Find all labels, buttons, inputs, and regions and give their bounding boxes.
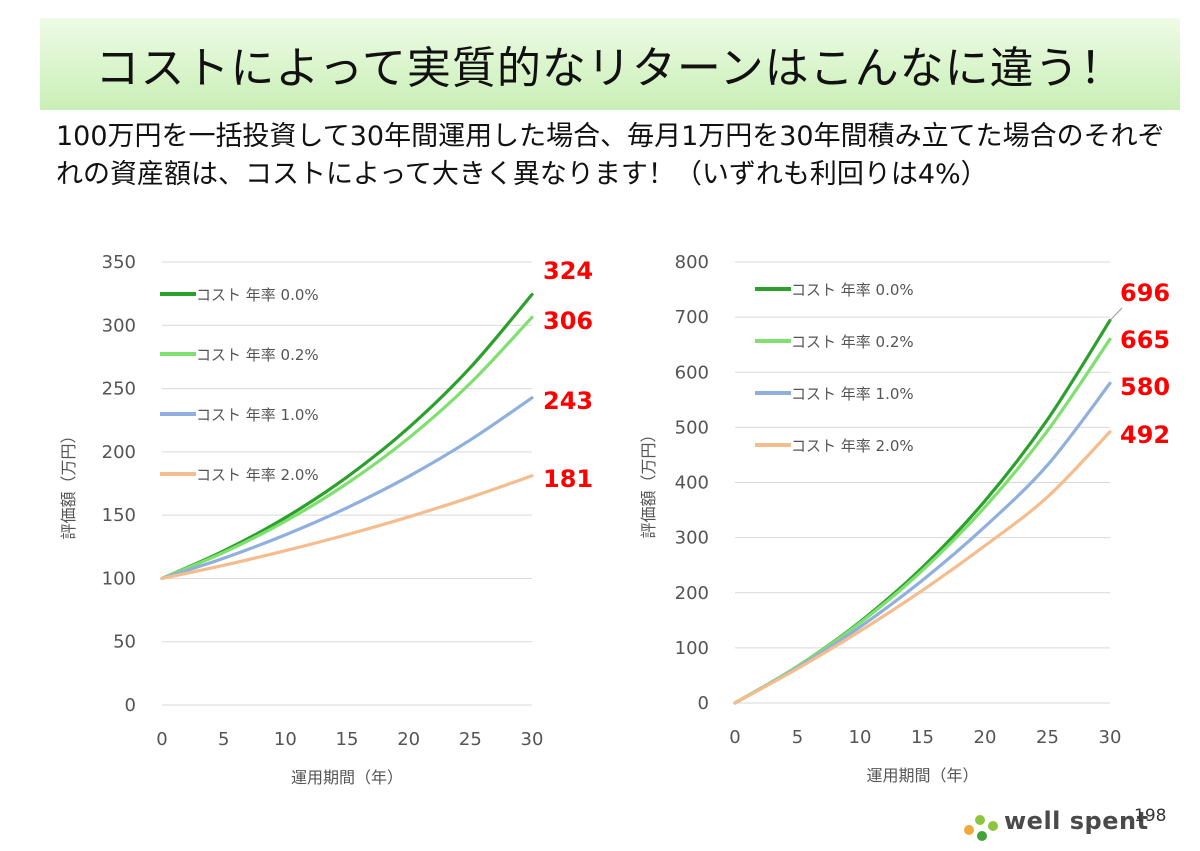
y-axis-title: 評価額（万円） [59, 427, 78, 539]
end-value-label: 306 [543, 307, 593, 335]
series-line [160, 474, 534, 581]
x-axis-title: 運用期間（年） [291, 768, 403, 787]
logo-text: well spent [1004, 807, 1149, 835]
end-value-label: 492 [1120, 421, 1170, 449]
page-number: 198 [1134, 806, 1167, 826]
y-axis-title: 評価額（万円） [639, 426, 658, 538]
x-tick-label: 20 [397, 729, 420, 750]
y-tick-label: 0 [125, 695, 136, 716]
y-tick-label: 100 [675, 638, 709, 659]
legend-label: コスト 年率 2.0% [791, 437, 914, 455]
y-tick-label: 400 [675, 473, 709, 494]
y-tick-label: 300 [102, 315, 136, 336]
x-tick-label: 30 [1099, 727, 1122, 748]
x-tick-label: 15 [336, 729, 359, 750]
x-tick-label: 25 [1036, 727, 1059, 748]
y-tick-label: 800 [675, 252, 709, 273]
title-band: コストによって実質的なリターンはこんなに違う！ [40, 18, 1180, 110]
y-tick-label: 50 [113, 632, 136, 653]
end-value-label: 696 [1120, 279, 1170, 307]
x-tick-label: 30 [521, 729, 544, 750]
slide-subtitle: 100万円を一括投資して30年間運用した場合、毎月1万円を30年間積み立てた場合… [56, 121, 1165, 190]
well-spent-logo-icon [964, 815, 998, 841]
x-tick-label: 0 [729, 727, 740, 748]
x-tick-label: 5 [792, 727, 803, 748]
y-tick-label: 0 [698, 693, 709, 714]
series-line [733, 430, 1112, 705]
x-tick-label: 0 [156, 729, 167, 750]
y-tick-label: 150 [102, 505, 136, 526]
end-value-label: 324 [543, 257, 593, 285]
y-tick-label: 100 [102, 568, 136, 589]
end-value-label: 580 [1120, 373, 1170, 401]
end-value-label: 181 [543, 465, 593, 493]
y-tick-label: 350 [102, 252, 136, 273]
y-tick-label: 200 [102, 442, 136, 463]
x-tick-label: 15 [911, 727, 934, 748]
series-line [733, 318, 1112, 705]
end-value-label: 665 [1120, 326, 1170, 354]
x-tick-label: 5 [218, 729, 229, 750]
series-line [160, 315, 534, 581]
y-tick-label: 200 [675, 583, 709, 604]
monthly-savings-chart: 0 100 200 300 400 500 600 700 800 0 5 10 15 20 25 30 運用期… [639, 252, 1170, 785]
x-tick-label: 25 [459, 729, 482, 750]
series-line [733, 381, 1112, 705]
y-tick-label: 250 [102, 379, 136, 400]
x-tick-label: 10 [849, 727, 872, 748]
x-axis-title: 運用期間（年） [866, 766, 978, 785]
lump-sum-chart: 0 50 100 150 200 250 300 350 0 5 10 15 20 25 30 運用期間（年）… [59, 252, 593, 787]
end-value-label: 243 [543, 387, 593, 415]
y-tick-label: 600 [675, 362, 709, 383]
y-tick-label: 700 [675, 307, 709, 328]
x-tick-label: 20 [974, 727, 997, 748]
series-line [160, 396, 534, 581]
x-tick-label: 10 [274, 729, 297, 750]
legend-label: コスト 年率 1.0% [791, 385, 914, 403]
label-leader-line [1109, 307, 1123, 321]
legend-label: コスト 年率 0.2% [791, 333, 914, 351]
legend-label: コスト 年率 1.0% [196, 406, 319, 424]
legend-label: コスト 年率 2.0% [196, 466, 319, 484]
legend-label: コスト 年率 0.2% [196, 346, 319, 364]
slide-title: コストによって実質的なリターンはこんなに違う！ [95, 43, 1125, 94]
y-tick-label: 300 [675, 528, 709, 549]
legend-label: コスト 年率 0.0% [196, 286, 319, 304]
legend-label: コスト 年率 0.0% [791, 281, 914, 299]
y-tick-label: 500 [675, 417, 709, 438]
